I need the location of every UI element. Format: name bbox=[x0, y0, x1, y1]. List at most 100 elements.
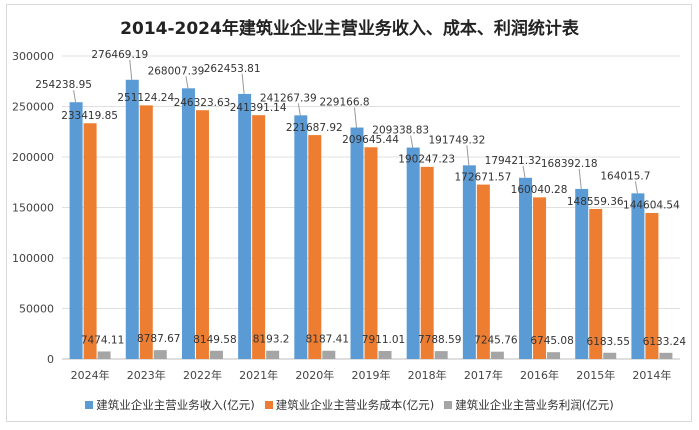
bar-profit bbox=[322, 350, 336, 359]
data-label: 229166.8 bbox=[319, 97, 369, 109]
x-tick-label: 2018年 bbox=[408, 368, 447, 382]
y-tick-label: 100000 bbox=[12, 252, 54, 265]
leader-line bbox=[241, 73, 245, 94]
data-label: 8193.2 bbox=[253, 334, 290, 346]
bar-revenue bbox=[181, 88, 195, 360]
y-tick-label: 0 bbox=[47, 353, 54, 366]
data-label: 262453.81 bbox=[204, 63, 261, 75]
data-label: 190247.23 bbox=[398, 154, 455, 166]
bar-cost bbox=[533, 197, 547, 359]
data-label: 6745.08 bbox=[530, 335, 573, 347]
bar-revenue bbox=[575, 188, 589, 359]
data-label: 191749.32 bbox=[428, 134, 485, 146]
data-label: 241391.14 bbox=[230, 102, 287, 114]
data-label: 233419.85 bbox=[61, 110, 118, 122]
bar-cost bbox=[476, 184, 490, 359]
legend-swatch bbox=[85, 401, 94, 409]
bar-cost bbox=[252, 115, 266, 359]
y-tick-label: 250000 bbox=[12, 101, 54, 114]
data-label: 144604.54 bbox=[623, 200, 680, 212]
bar-profit bbox=[603, 352, 617, 359]
data-label: 8187.41 bbox=[306, 334, 349, 346]
bar-profit bbox=[434, 351, 448, 359]
y-tick-label: 150000 bbox=[12, 202, 54, 215]
data-label: 251124.24 bbox=[117, 92, 174, 104]
legend-label: 建筑业企业主营业务成本(亿元) bbox=[275, 398, 435, 412]
bar-cost bbox=[420, 166, 434, 359]
bar-profit bbox=[490, 351, 504, 359]
x-tick-label: 2017年 bbox=[464, 368, 503, 382]
data-label: 8787.67 bbox=[137, 333, 180, 345]
data-label: 7788.59 bbox=[418, 334, 461, 346]
y-tick-label: 50000 bbox=[19, 303, 54, 316]
bar-profit bbox=[547, 352, 561, 359]
leader-line bbox=[410, 135, 414, 148]
data-label: 209338.83 bbox=[372, 125, 429, 137]
leader-line bbox=[578, 168, 582, 189]
y-tick-label: 200000 bbox=[12, 151, 54, 164]
leader-line bbox=[185, 76, 189, 89]
bar-cost bbox=[589, 208, 603, 359]
bar-profit bbox=[153, 350, 167, 359]
legend-swatch bbox=[264, 401, 273, 409]
x-tick-label: 2022年 bbox=[183, 368, 222, 382]
bar-revenue bbox=[631, 193, 645, 359]
data-label: 246323.63 bbox=[174, 97, 231, 109]
x-tick-label: 2021年 bbox=[239, 368, 278, 382]
data-label: 168392.18 bbox=[541, 158, 598, 170]
bar-profit bbox=[266, 350, 280, 359]
leader-line bbox=[522, 165, 526, 178]
data-label: 276469.19 bbox=[91, 49, 148, 61]
bar-profit bbox=[378, 351, 392, 359]
leader-line bbox=[466, 145, 470, 166]
bar-revenue bbox=[69, 102, 83, 359]
leader-line bbox=[297, 103, 301, 116]
data-label: 6133.24 bbox=[643, 336, 687, 348]
legend-item: 建筑业企业主营业务收入(亿元) bbox=[85, 397, 255, 413]
legend-item: 建筑业企业主营业务成本(亿元) bbox=[264, 397, 435, 413]
bar-revenue bbox=[406, 147, 420, 359]
chart-frame bbox=[6, 4, 692, 422]
y-tick-label: 300000 bbox=[12, 50, 54, 63]
data-label: 179421.32 bbox=[485, 155, 542, 167]
x-tick-label: 2015年 bbox=[576, 368, 615, 382]
bar-profit bbox=[659, 352, 673, 359]
data-label: 160040.28 bbox=[511, 184, 568, 196]
legend-label: 建筑业企业主营业务利润(亿元) bbox=[455, 398, 614, 412]
bar-revenue bbox=[294, 115, 308, 359]
data-label: 172671.57 bbox=[454, 171, 511, 183]
bar-cost bbox=[645, 212, 659, 359]
bar-revenue bbox=[125, 79, 139, 360]
data-label: 7245.76 bbox=[474, 335, 518, 347]
bar-profit bbox=[209, 350, 223, 359]
bar-revenue bbox=[350, 127, 364, 359]
bar-cost bbox=[139, 105, 153, 359]
x-tick-label: 2024年 bbox=[71, 368, 110, 382]
leader-line bbox=[354, 107, 357, 128]
x-tick-label: 2019年 bbox=[352, 368, 391, 382]
data-label: 164015.7 bbox=[600, 170, 650, 182]
data-label: 221687.92 bbox=[286, 122, 343, 134]
bar-revenue bbox=[462, 165, 476, 359]
legend: 建筑业企业主营业务收入(亿元) 建筑业企业主营业务成本(亿元) 建筑业企业主营业务利… bbox=[0, 397, 699, 413]
data-label: 7911.01 bbox=[362, 334, 405, 346]
bar-cost bbox=[308, 135, 322, 359]
data-label: 241267.39 bbox=[260, 92, 317, 104]
x-tick-label: 2023年 bbox=[127, 368, 166, 382]
legend-label: 建筑业企业主营业务收入(亿元) bbox=[96, 398, 255, 412]
bar-cost bbox=[364, 147, 378, 359]
data-label: 209645.44 bbox=[342, 134, 399, 146]
data-label: 268007.39 bbox=[148, 65, 205, 77]
data-label: 8149.58 bbox=[193, 334, 236, 346]
bar-cost bbox=[195, 110, 209, 359]
x-tick-label: 2020年 bbox=[295, 368, 334, 382]
data-label: 148559.36 bbox=[567, 196, 624, 208]
bar-revenue bbox=[519, 177, 533, 359]
chart-title: 2014-2024年建筑业企业主营业务收入、成本、利润统计表 bbox=[120, 19, 579, 39]
x-tick-label: 2014年 bbox=[632, 368, 671, 382]
bar-profit bbox=[97, 351, 111, 359]
data-label: 6183.55 bbox=[587, 336, 630, 348]
bar-cost bbox=[83, 123, 97, 360]
bar-revenue bbox=[238, 93, 252, 359]
